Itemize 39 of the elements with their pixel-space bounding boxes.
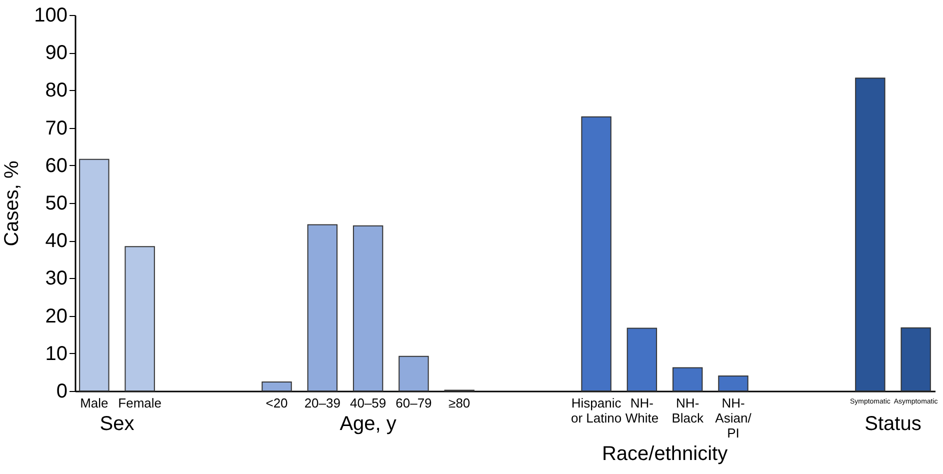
y-tick-label: 30 [45,268,68,290]
bar [352,225,384,392]
bar [307,224,338,392]
y-tick-label: 90 [45,42,68,64]
bar [124,246,155,392]
x-tick-label: Male [80,396,108,410]
bar [900,327,931,392]
y-tick-label: 10 [45,342,68,365]
y-tick-label: 50 [45,192,68,214]
x-tick-label: Female [118,396,162,410]
y-tick-label: 20 [45,305,68,328]
y-axis-title: Cases, % [1,160,24,246]
bar [581,116,612,392]
bar [672,367,703,392]
x-tick-label: <20 [266,396,288,410]
x-tick-label: 20–39 [304,396,340,410]
y-tick-label: 40 [45,230,68,252]
x-tick-label: 40–59 [350,396,386,410]
y-tick-label: 70 [45,117,68,140]
text: Status [864,413,922,435]
bar [626,328,658,392]
y-tick-label: 60 [45,154,68,177]
bar [398,356,429,392]
text: Sex [100,413,134,435]
x-tick-label: 60–79 [396,396,432,410]
bar [855,78,886,392]
bar [79,158,110,392]
y-tick-label: 100 [34,4,68,26]
y-tick-label: 80 [45,80,68,102]
x-tick-label: Hispanic or Latino [571,396,622,426]
x-tick-label: NH-Black [672,396,704,426]
text: Race/ethnicity [602,443,728,465]
text: Age, y [340,413,396,435]
x-tick-label: NH-White [625,396,659,426]
y-tick-label: 0 [56,380,68,402]
x-tick-label: ≥80 [448,396,470,410]
x-tick-label: NH-Asian/PI [715,396,752,440]
bar [262,381,292,392]
bar [718,375,748,392]
